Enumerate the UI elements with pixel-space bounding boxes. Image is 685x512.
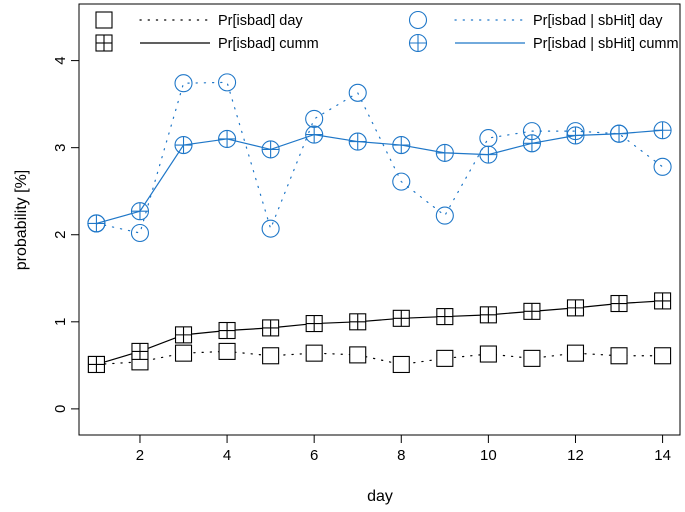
x-tick-label: 6: [310, 447, 318, 464]
y-axis-label: probability [%]: [13, 170, 30, 271]
legend: Pr[isbad] day Pr[isbad] cumm Pr[isbad | sb…: [95, 10, 679, 53]
legend-item: Pr[isbad | sbHit] day: [408, 10, 663, 30]
data-point: [130, 223, 150, 243]
data-point: [174, 136, 193, 155]
data-point: [610, 347, 628, 365]
data-point: [609, 124, 629, 143]
data-point: [174, 74, 193, 93]
data-point: [479, 145, 498, 164]
legend-marker: [95, 34, 113, 52]
data-point: [87, 214, 106, 233]
x-tick-label: 14: [654, 447, 671, 464]
legend-marker: [408, 10, 428, 30]
data-point: [479, 345, 497, 363]
data-point: [392, 172, 411, 191]
data-point: [218, 321, 236, 340]
data-point: [392, 355, 410, 374]
legend-marker: [95, 11, 113, 29]
data-point: [654, 292, 672, 310]
data-point: [522, 134, 541, 153]
data-point: [479, 306, 497, 324]
data-point: [131, 342, 149, 360]
data-point: [218, 342, 236, 360]
legend-label: Pr[isbad] day: [218, 13, 303, 29]
data-point: [305, 344, 323, 362]
x-tick-label: 10: [480, 447, 497, 464]
data-point: [261, 140, 280, 159]
data-point: [130, 202, 150, 221]
data-point: [218, 129, 237, 149]
legend-label: Pr[isbad | sbHit] day: [533, 13, 663, 29]
data-point: [262, 319, 280, 337]
data-point: [261, 219, 280, 238]
data-point: [523, 349, 541, 367]
x-axis-label: day: [367, 488, 393, 505]
data-point: [653, 157, 672, 176]
data-point: [435, 206, 454, 225]
legend-item: Pr[isbad] cumm: [95, 34, 319, 52]
data-point: [610, 294, 628, 313]
data-point: [435, 143, 454, 162]
y-tick-label: 4: [52, 56, 69, 64]
x-axis: 2 4 6 8 10 12 14: [136, 435, 671, 464]
x-tick-label: 4: [223, 447, 231, 464]
data-point: [436, 349, 454, 367]
plot-frame: [78, 3, 681, 436]
data-point: [305, 125, 324, 144]
series-0: [87, 342, 672, 374]
x-tick-label: 2: [136, 447, 144, 464]
series-1: [87, 292, 672, 374]
data-point: [174, 326, 193, 344]
y-axis: 0 1 2 3 4: [52, 56, 79, 413]
data-point: [479, 129, 498, 148]
data-point: [348, 132, 367, 151]
data-point: [305, 314, 323, 333]
data-point: [566, 299, 585, 317]
data-point: [392, 136, 411, 155]
data-point: [349, 346, 367, 364]
legend-label: Pr[isbad | sbHit] cumm: [533, 36, 679, 52]
series-layer: [87, 73, 672, 374]
y-tick-label: 3: [52, 143, 69, 151]
y-tick-label: 1: [52, 318, 69, 326]
y-tick-label: 0: [52, 405, 69, 413]
data-point: [654, 347, 672, 365]
data-point: [566, 126, 585, 145]
data-point: [349, 313, 367, 331]
data-point: [653, 121, 672, 140]
data-point: [348, 83, 367, 102]
x-tick-label: 12: [567, 447, 584, 464]
data-point: [87, 355, 105, 374]
data-point: [523, 302, 541, 320]
data-point: [218, 73, 237, 92]
series-3: [87, 121, 672, 233]
data-point: [392, 309, 410, 327]
data-point: [305, 109, 324, 128]
series-line: [96, 129, 663, 224]
legend-marker: [408, 33, 428, 53]
y-tick-label: 2: [52, 231, 69, 239]
data-point: [566, 344, 585, 362]
legend-label: Pr[isbad] cumm: [218, 36, 319, 52]
data-point: [436, 308, 454, 326]
x-tick-label: 8: [397, 447, 405, 464]
legend-item: Pr[isbad] day: [95, 11, 303, 29]
data-point: [262, 347, 280, 365]
data-point: [174, 344, 193, 362]
series-line: [95, 81, 664, 234]
legend-item: Pr[isbad | sbHit] cumm: [408, 33, 679, 53]
